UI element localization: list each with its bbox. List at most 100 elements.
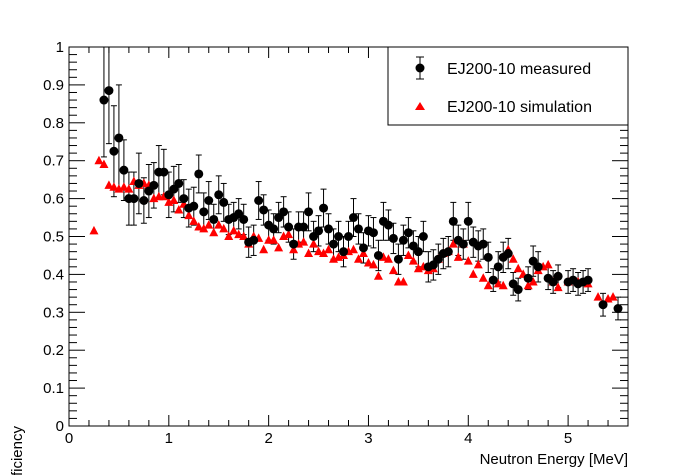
measured-point [388,233,398,243]
measured-point [174,178,184,188]
measured-point [413,247,423,257]
measured-point [319,203,329,213]
measured-point [329,239,339,249]
simulation-point [478,273,488,282]
simulation-point [309,239,319,248]
measured-point [289,239,299,249]
legend-measured-marker-icon [415,63,425,73]
measured-point [119,165,129,175]
y-tick-label: 0.8 [43,115,64,132]
measured-point [493,262,503,272]
measured-point [478,239,488,249]
measured-point [503,249,513,259]
measured-point [348,213,358,223]
simulation-point [169,195,179,204]
measured-point [99,95,109,105]
measured-point [383,220,393,230]
measured-point [583,275,593,285]
legend-simulation-label: EJ200-10 simulation [447,99,592,116]
simulation-point [174,204,184,214]
x-tick-label: 4 [464,430,472,447]
simulation-point [229,225,239,235]
simulation-point [608,292,618,301]
measured-point [513,285,523,295]
simulation-point [448,239,458,248]
simulation-point [528,276,538,286]
simulation-point [543,259,553,269]
simulation-point [513,263,523,273]
measured-point [159,167,169,177]
measured-point [398,235,408,245]
simulation-point [109,182,119,191]
simulation-point [94,155,104,165]
measured-point [458,239,468,249]
measured-point [334,232,344,241]
simulation-point [368,259,378,269]
simulation-point [214,220,224,229]
x-axis-title: Neutron Energy [MeV] [480,451,628,468]
simulation-point [104,180,114,189]
measured-series [99,86,623,314]
simulation-point [269,235,279,244]
simulation-point [274,242,284,252]
simulation-point [363,258,373,267]
measured-point [314,226,324,236]
simulation-point [89,225,99,235]
measured-point [254,195,264,205]
measured-point [368,228,378,238]
simulation-point [348,244,358,254]
measured-point [353,224,363,234]
simulation-point [398,276,408,286]
measured-point [553,271,563,281]
measured-point [249,235,259,245]
simulation-point [299,237,309,246]
measured-point [598,300,608,310]
simulation-point [463,256,473,265]
measured-point [393,254,403,264]
measured-point [284,222,294,232]
simulation-point [498,280,508,290]
simulation-point [593,292,603,301]
measured-point [373,250,383,260]
simulation-point [304,248,314,258]
simulation-point [189,216,199,225]
measured-point [104,86,114,96]
measured-point [403,228,413,238]
measured-point [214,190,224,200]
measured-point [219,197,229,207]
simulation-point [403,250,413,259]
measured-point [448,216,458,226]
simulation-point [239,231,249,240]
simulation-point [483,280,493,290]
measured-point [259,205,269,215]
measured-point [194,169,204,179]
simulation-point [388,265,398,275]
measured-point [189,201,199,211]
measured-point [109,146,119,156]
x-tick-label: 5 [564,430,572,447]
simulation-point [289,244,299,254]
y-axis-title: Efficiency [9,426,26,475]
simulation-point [468,269,478,278]
simulation-point [124,184,134,193]
x-tick-label: 3 [364,430,372,447]
simulation-point [353,254,363,263]
simulation-point [319,248,329,258]
measured-point [358,243,368,253]
legend-measured-label: EJ200-10 measured [447,61,591,78]
x-tick-label: 0 [65,430,73,447]
measured-point [239,214,249,224]
simulation-point [324,244,334,254]
measured-point [299,222,309,232]
y-tick-label: 0.3 [43,304,64,321]
axis-ticks [68,46,629,427]
simulation-point [493,278,503,288]
legend: EJ200-10 measured EJ200-10 simulation [387,46,629,126]
x-tick-label: 1 [165,430,173,447]
measured-point [488,275,498,285]
simulation-point [184,210,194,220]
measured-point [134,178,144,188]
simulation-point [373,271,383,280]
simulation-point [553,282,563,292]
